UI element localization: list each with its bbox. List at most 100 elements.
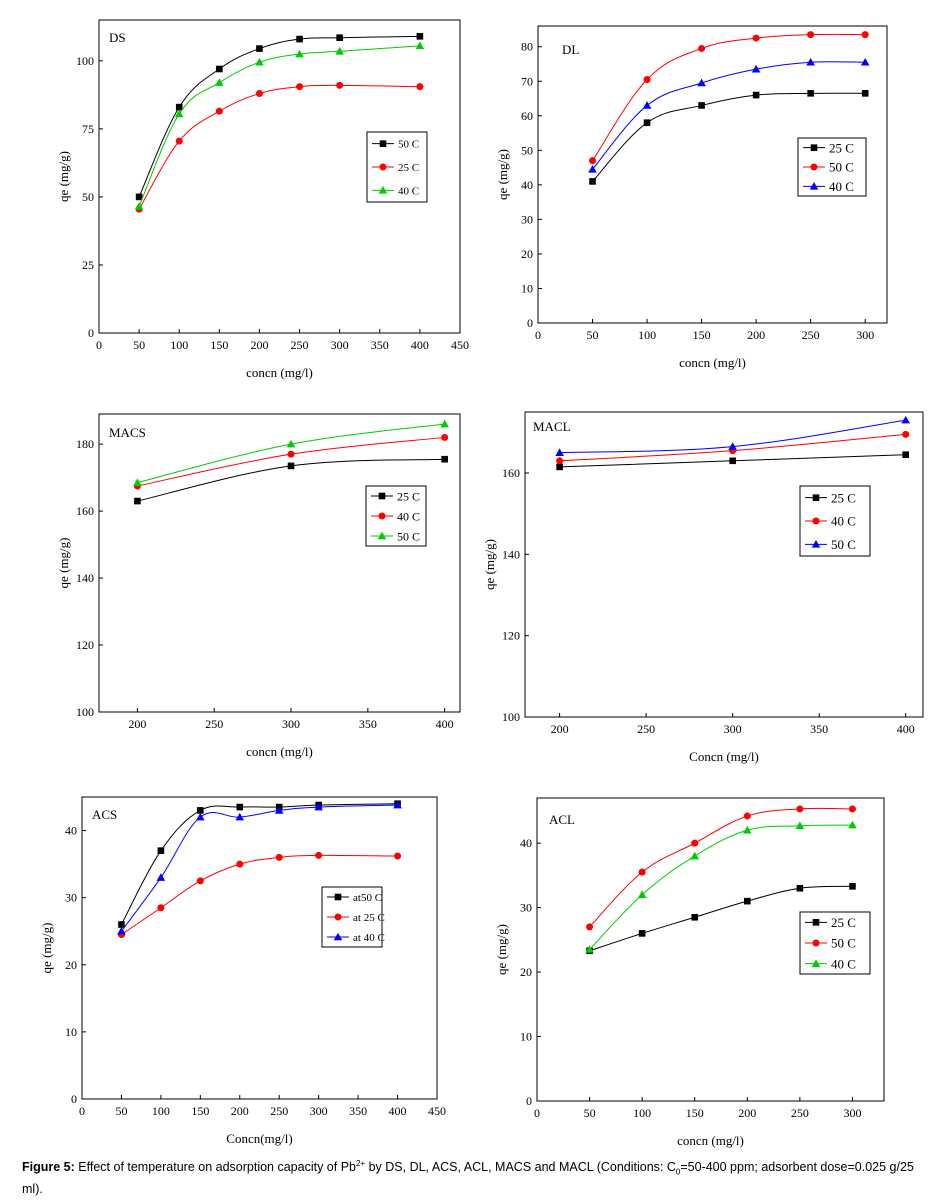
dl-x-tick-label: 250 (802, 328, 820, 342)
ds-x-tick-label: 450 (451, 338, 469, 352)
chart-macs: 200 250 300 350 400 100 120 140 160 180 concn (mg/… (56, 413, 461, 759)
macs-y-tick-label: 160 (76, 504, 94, 518)
ds-x-tick-label: 300 (331, 338, 349, 352)
ds-y-tick-label: 75 (82, 122, 94, 136)
acl-legend-marker (811, 959, 821, 967)
ds-data-point (215, 78, 224, 86)
acl-plot-frame (536, 797, 885, 1102)
dl-data-point (806, 57, 815, 66)
dl-data-point (807, 90, 814, 97)
acs-legend-label: at 40 C (353, 932, 385, 944)
ds-data-point (296, 35, 303, 43)
acs-legend-label: at 25 C (353, 912, 385, 924)
macs-data-point (287, 462, 295, 470)
macs-legend-label: 50 C (397, 529, 420, 543)
macl-legend-label: 50 C (831, 537, 856, 552)
dl-legend-marker (809, 182, 819, 190)
macs-plot-frame (98, 413, 461, 713)
chart-acs: 0 50 100 150 200 250 300 350 400 450 0 10 20 30 40 Conc… (39, 796, 446, 1146)
dl-x-tick-label: 0 (535, 328, 541, 342)
macl-x-axis-label: Concn (mg/l) (689, 749, 759, 764)
acs-y-tick-label: 30 (65, 891, 77, 905)
acl-series-line (589, 824, 853, 950)
acl-x-axis-label: concn (mg/l) (677, 1133, 744, 1148)
ds-x-tick-label: 200 (250, 338, 268, 352)
acs-data-point (118, 921, 125, 928)
acs-x-tick-label: 250 (270, 1104, 288, 1118)
dl-x-axis-label: concn (mg/l) (679, 355, 746, 370)
macl-y-tick-label: 120 (502, 629, 520, 643)
macl-data-point (901, 415, 910, 424)
dl-data-point (588, 165, 597, 173)
acl-data-point (743, 812, 751, 820)
dl-data-point (697, 78, 706, 87)
macl-data-point (556, 463, 563, 471)
acs-data-point (157, 904, 165, 912)
acl-chart-title: ACL (549, 812, 575, 827)
ds-y-tick-label: 0 (88, 326, 94, 340)
ds-data-point (255, 89, 263, 97)
acs-y-tick-label: 10 (65, 1025, 77, 1039)
acl-data-point (690, 851, 700, 860)
acs-data-point (274, 806, 284, 814)
acs-x-tick-label: 0 (79, 1104, 85, 1118)
dl-legend-label: 50 C (829, 160, 854, 175)
ds-data-point (256, 45, 263, 52)
macl-x-tick-label: 250 (637, 722, 655, 736)
acs-x-tick-label: 200 (231, 1104, 249, 1118)
caption-text-mid: by DS, DL, ACS, ACL, MACS and MACL (Cond… (365, 1160, 676, 1175)
acl-data-point (691, 913, 699, 921)
ds-data-point (174, 109, 184, 118)
ds-plot-frame (98, 19, 461, 334)
dl-data-point (698, 102, 705, 109)
dl-series-line (592, 61, 866, 170)
macs-data-point (287, 450, 295, 458)
acs-y-tick-label: 40 (65, 824, 77, 838)
macs-legend-label: 25 C (397, 489, 420, 503)
acl-data-point (691, 839, 699, 847)
ds-x-tick-label: 0 (96, 338, 102, 352)
ds-x-tick-label: 150 (210, 338, 228, 352)
caption-label: Figure 5: (22, 1160, 75, 1175)
ds-data-point (415, 41, 425, 50)
acs-data-point (275, 853, 283, 861)
ds-data-point (295, 49, 304, 58)
acs-y-axis-label: qe (mg/g) (39, 923, 54, 974)
acl-y-tick-label: 30 (520, 901, 532, 915)
acs-x-tick-label: 400 (389, 1104, 407, 1118)
macl-data-point (555, 448, 564, 456)
ds-data-point (336, 34, 343, 41)
acl-data-point (849, 883, 856, 890)
acl-data-point (848, 805, 856, 813)
macl-x-tick-label: 300 (724, 722, 742, 736)
macl-data-point (556, 457, 564, 465)
macl-y-tick-label: 160 (502, 466, 520, 480)
macs-x-tick-label: 300 (282, 717, 300, 731)
macs-chart-title: MACS (109, 425, 146, 440)
macs-x-tick-label: 250 (205, 717, 223, 731)
acs-data-point (314, 802, 323, 811)
acl-x-tick-label: 250 (791, 1106, 809, 1120)
ds-data-point (175, 103, 183, 111)
macl-data-point (902, 430, 910, 438)
chart-dl: 0 50 100 150 200 250 300 0 10 20 30 40 50 60 70 80 concn… (495, 25, 888, 370)
macs-x-tick-label: 200 (128, 717, 146, 731)
ds-x-tick-label: 350 (371, 338, 389, 352)
ds-legend-label: 40 C (398, 185, 419, 197)
macs-data-point (134, 497, 141, 505)
macl-legend-marker (812, 517, 820, 525)
macl-legend-label: 25 C (831, 490, 856, 505)
ds-legend-marker (379, 163, 387, 171)
macl-x-tick-label: 350 (810, 722, 828, 736)
dl-legend-label: 40 C (829, 179, 854, 194)
acs-x-tick-label: 450 (428, 1104, 446, 1118)
dl-legend-marker (810, 163, 818, 171)
acs-legend-marker (334, 913, 342, 921)
dl-plot-frame (537, 25, 888, 324)
macs-data-point (286, 439, 296, 448)
acl-legend-label: 40 C (831, 956, 856, 971)
dl-y-tick-label: 40 (521, 178, 533, 192)
ds-data-point (216, 65, 223, 73)
acs-x-tick-label: 350 (349, 1104, 367, 1118)
acl-data-point (795, 821, 805, 830)
